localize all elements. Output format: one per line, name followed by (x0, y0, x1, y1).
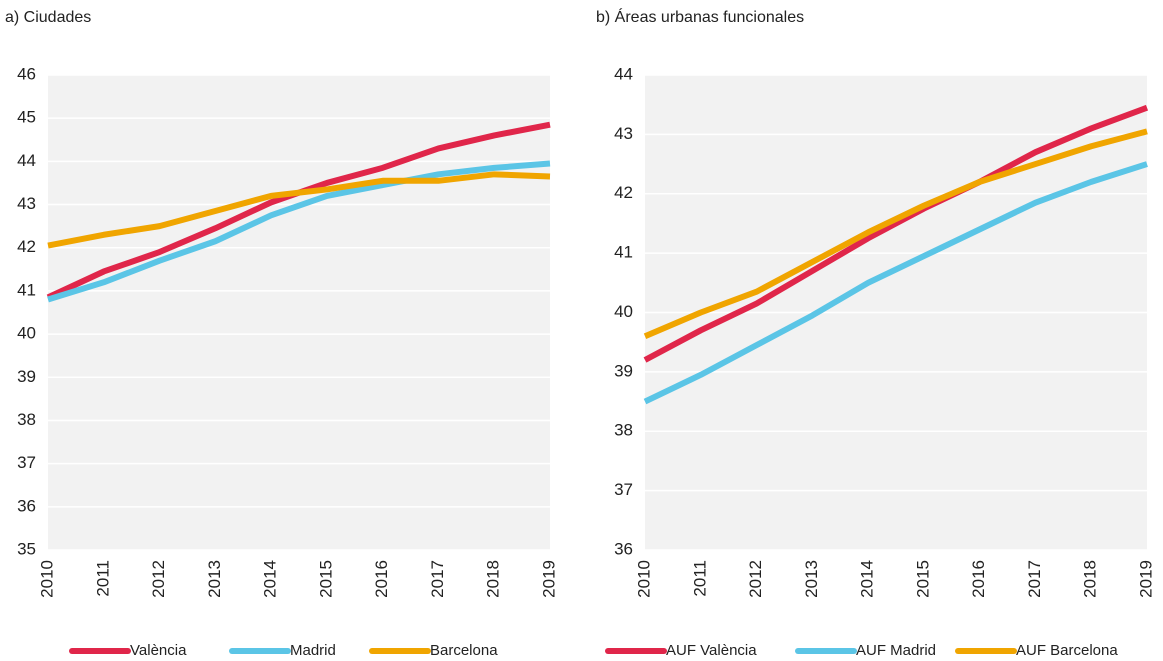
plot-area (48, 75, 550, 550)
y-tick-label: 37 (614, 480, 633, 499)
y-tick-label: 43 (17, 194, 36, 213)
legend-label: Barcelona (430, 642, 498, 659)
x-tick-label: 2010 (37, 560, 56, 598)
x-tick-label: 2012 (149, 560, 168, 598)
x-tick-label: 2017 (1025, 560, 1044, 598)
x-tick-label: 2019 (1136, 560, 1155, 598)
x-tick-label: 2014 (858, 560, 877, 598)
legend-label: València (130, 642, 187, 659)
y-tick-label: 41 (17, 280, 36, 299)
y-tick-label: 40 (614, 302, 633, 321)
y-tick-label: 42 (614, 183, 633, 202)
y-tick-label: 37 (17, 453, 36, 472)
x-tick-label: 2018 (1081, 560, 1100, 598)
y-tick-label: 36 (17, 496, 36, 515)
y-tick-label: 38 (17, 410, 36, 429)
x-tick-label: 2015 (316, 560, 335, 598)
line-series (643, 104, 1149, 363)
line-series (643, 128, 1148, 340)
x-tick-label: 2016 (969, 560, 988, 598)
line-series (47, 171, 551, 249)
y-tick-label: 43 (614, 124, 633, 143)
legend-label: AUF Barcelona (1016, 642, 1118, 659)
x-tick-label: 2015 (913, 560, 932, 598)
y-tick-label: 42 (17, 237, 36, 256)
x-tick-label: 2013 (802, 560, 821, 598)
x-tick-label: 2010 (634, 560, 653, 598)
y-tick-label: 46 (17, 64, 36, 83)
y-tick-label: 38 (614, 421, 633, 440)
y-tick-label: 40 (17, 324, 36, 343)
x-tick-label: 2011 (93, 560, 112, 597)
x-tick-label: 2014 (261, 560, 280, 598)
x-tick-label: 2019 (539, 560, 558, 598)
chart-title: a) Ciudades (5, 9, 91, 26)
y-tick-label: 45 (17, 108, 36, 127)
legend-label: Madrid (290, 642, 336, 659)
y-tick-label: 36 (614, 539, 633, 558)
x-tick-label: 2012 (746, 560, 765, 598)
y-tick-label: 41 (614, 243, 633, 262)
y-tick-label: 39 (614, 361, 633, 380)
x-tick-label: 2013 (205, 560, 224, 598)
x-tick-label: 2017 (428, 560, 447, 598)
y-tick-label: 44 (614, 64, 633, 83)
y-tick-label: 39 (17, 367, 36, 386)
line-series (643, 161, 1148, 405)
x-tick-label: 2011 (690, 560, 709, 597)
line-series (47, 160, 551, 303)
x-tick-label: 2018 (484, 560, 503, 598)
x-tick-label: 2016 (372, 560, 391, 598)
y-tick-label: 35 (17, 539, 36, 558)
y-tick-label: 44 (17, 151, 36, 170)
legend-label: AUF Madrid (856, 642, 936, 659)
legend-label: AUF València (666, 642, 757, 659)
chart-title: b) Áreas urbanas funcionales (596, 7, 804, 26)
